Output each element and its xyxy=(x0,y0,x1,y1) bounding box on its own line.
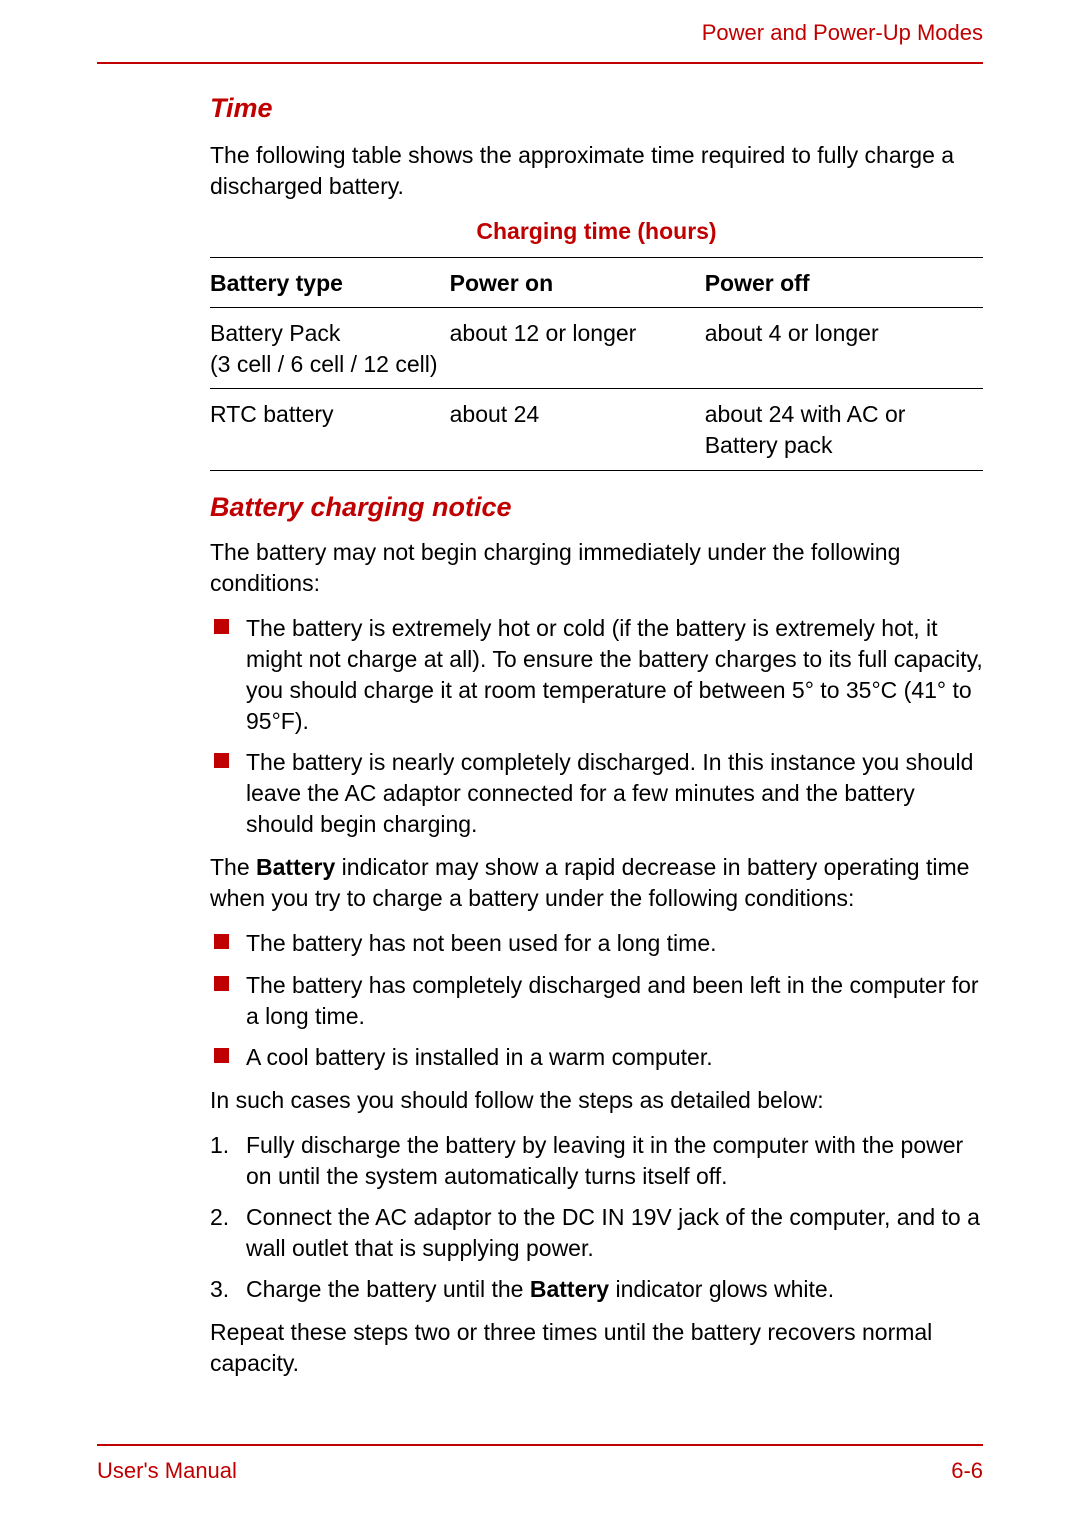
list-item: The battery is extremely hot or cold (if… xyxy=(210,613,983,737)
list-item: The battery has completely discharged an… xyxy=(210,970,983,1032)
cell-battery-type: RTC battery xyxy=(210,389,450,470)
battery-type-main: RTC battery xyxy=(210,399,450,430)
conditions-list-2: The battery has not been used for a long… xyxy=(210,928,983,1072)
text-span: The xyxy=(210,854,256,880)
header-section-label: Power and Power-Up Modes xyxy=(702,20,983,45)
table-row: RTC battery about 24 about 24 with AC or… xyxy=(210,389,983,470)
battery-type-main: Battery Pack xyxy=(210,318,450,349)
charging-time-table: Battery type Power on Power off Battery … xyxy=(210,257,983,470)
content-area: Time The following table shows the appro… xyxy=(97,64,983,1379)
cell-battery-type: Battery Pack (3 cell / 6 cell / 12 cell) xyxy=(210,308,450,389)
footer: User's Manual 6-6 xyxy=(97,1444,983,1486)
col-power-on: Power on xyxy=(450,258,705,308)
list-item: The battery is nearly completely dischar… xyxy=(210,747,983,840)
notice-para1: The battery may not begin charging immed… xyxy=(210,537,983,599)
conditions-list-1: The battery is extremely hot or cold (if… xyxy=(210,613,983,840)
list-item: A cool battery is installed in a warm co… xyxy=(210,1042,983,1073)
footer-left: User's Manual xyxy=(97,1456,237,1486)
notice-para2: The Battery indicator may show a rapid d… xyxy=(210,852,983,914)
steps-list: Fully discharge the battery by leaving i… xyxy=(210,1130,983,1305)
page: Power and Power-Up Modes Time The follow… xyxy=(0,0,1080,1379)
battery-type-sub: (3 cell / 6 cell / 12 cell) xyxy=(210,349,450,380)
cell-power-off: about 4 or longer xyxy=(705,308,983,389)
notice-para4: Repeat these steps two or three times un… xyxy=(210,1317,983,1379)
step-item: Charge the battery until the Battery ind… xyxy=(210,1274,983,1305)
col-power-off: Power off xyxy=(705,258,983,308)
table-title: Charging time (hours) xyxy=(210,216,983,247)
heading-time: Time xyxy=(210,90,983,126)
notice-para3: In such cases you should follow the step… xyxy=(210,1085,983,1116)
heading-notice: Battery charging notice xyxy=(210,489,983,525)
bold-battery: Battery xyxy=(530,1276,609,1302)
list-item: The battery has not been used for a long… xyxy=(210,928,983,959)
cell-power-on: about 24 xyxy=(450,389,705,470)
step-item: Connect the AC adaptor to the DC IN 19V … xyxy=(210,1202,983,1264)
time-intro: The following table shows the approximat… xyxy=(210,140,983,202)
table-row: Battery Pack (3 cell / 6 cell / 12 cell)… xyxy=(210,308,983,389)
footer-page-number: 6-6 xyxy=(951,1456,983,1486)
text-span: indicator glows white. xyxy=(609,1276,834,1302)
bold-battery: Battery xyxy=(256,854,335,880)
cell-power-on: about 12 or longer xyxy=(450,308,705,389)
header: Power and Power-Up Modes xyxy=(97,18,983,64)
col-battery-type: Battery type xyxy=(210,258,450,308)
table-header-row: Battery type Power on Power off xyxy=(210,258,983,308)
step-item: Fully discharge the battery by leaving i… xyxy=(210,1130,983,1192)
cell-power-off: about 24 with AC or Battery pack xyxy=(705,389,983,470)
text-span: Charge the battery until the xyxy=(246,1276,530,1302)
